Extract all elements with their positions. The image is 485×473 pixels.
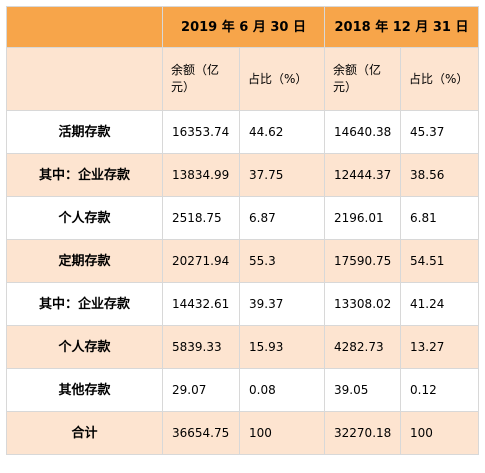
balance-2019: 14432.61 [162,282,240,326]
subheader-corner-cell [6,47,163,111]
table-row: 活期存款 16353.74 44.62 14640.38 45.37 [6,110,480,154]
balance-2018: 13308.02 [324,282,402,326]
share-2018: 13.27 [400,325,480,369]
table-row: 其中：企业存款 14432.61 39.37 13308.02 41.24 [6,282,480,326]
row-label: 定期存款 [6,239,163,283]
share-2019: 37.75 [238,153,326,197]
balance-2018: 12444.37 [324,153,402,197]
share-2019: 0.08 [238,368,326,412]
balance-2019: 2518.75 [162,196,240,240]
header-corner-cell [6,6,163,48]
share-2018: 38.56 [400,153,480,197]
share-2018: 45.37 [400,110,480,154]
row-label: 活期存款 [6,110,163,154]
share-2018: 41.24 [400,282,480,326]
period-header-2018: 2018 年 12 月 31 日 [324,6,480,48]
share-2018: 0.12 [400,368,480,412]
balance-2019: 20271.94 [162,239,240,283]
balance-2019: 29.07 [162,368,240,412]
balance-2018: 17590.75 [324,239,402,283]
row-label: 个人存款 [6,325,163,369]
balance-2018: 2196.01 [324,196,402,240]
period-header-2019: 2019 年 6 月 30 日 [161,6,326,48]
table-row: 其中：企业存款 13834.99 37.75 12444.37 38.56 [6,153,480,197]
share-header-2018: 占比（%） [400,47,480,111]
row-label: 个人存款 [6,196,163,240]
table-row: 个人存款 2518.75 6.87 2196.01 6.81 [6,196,480,240]
share-2019: 44.62 [238,110,326,154]
period-header-row: 2019 年 6 月 30 日 2018 年 12 月 31 日 [6,6,480,48]
share-2019: 55.3 [238,239,326,283]
balance-header-2019: 余额（亿 元） [162,47,240,111]
balance-header-2018: 余额（亿 元） [324,47,402,111]
balance-2019: 13834.99 [162,153,240,197]
share-2019: 15.93 [238,325,326,369]
row-label: 其他存款 [6,368,163,412]
table-row-total: 合计 36654.75 100 32270.18 100 [6,411,480,455]
table-row: 个人存款 5839.33 15.93 4282.73 13.27 [6,325,480,369]
balance-2018: 14640.38 [324,110,402,154]
balance-2018: 32270.18 [324,411,402,455]
balance-2019: 36654.75 [162,411,240,455]
share-header-2019: 占比（%） [238,47,326,111]
deposit-table: 2019 年 6 月 30 日 2018 年 12 月 31 日 余额（亿 元）… [6,6,480,455]
share-2019: 100 [238,411,326,455]
table-row: 定期存款 20271.94 55.3 17590.75 54.51 [6,239,480,283]
share-2019: 39.37 [238,282,326,326]
row-label: 其中：企业存款 [6,153,163,197]
table-row: 其他存款 29.07 0.08 39.05 0.12 [6,368,480,412]
balance-2018: 4282.73 [324,325,402,369]
balance-2019: 5839.33 [162,325,240,369]
share-2018: 100 [400,411,480,455]
share-2019: 6.87 [238,196,326,240]
row-label: 其中：企业存款 [6,282,163,326]
column-header-row: 余额（亿 元） 占比（%） 余额（亿 元） 占比（%） [6,47,480,111]
share-2018: 6.81 [400,196,480,240]
row-label: 合计 [6,411,163,455]
share-2018: 54.51 [400,239,480,283]
balance-2018: 39.05 [324,368,402,412]
balance-2019: 16353.74 [162,110,240,154]
